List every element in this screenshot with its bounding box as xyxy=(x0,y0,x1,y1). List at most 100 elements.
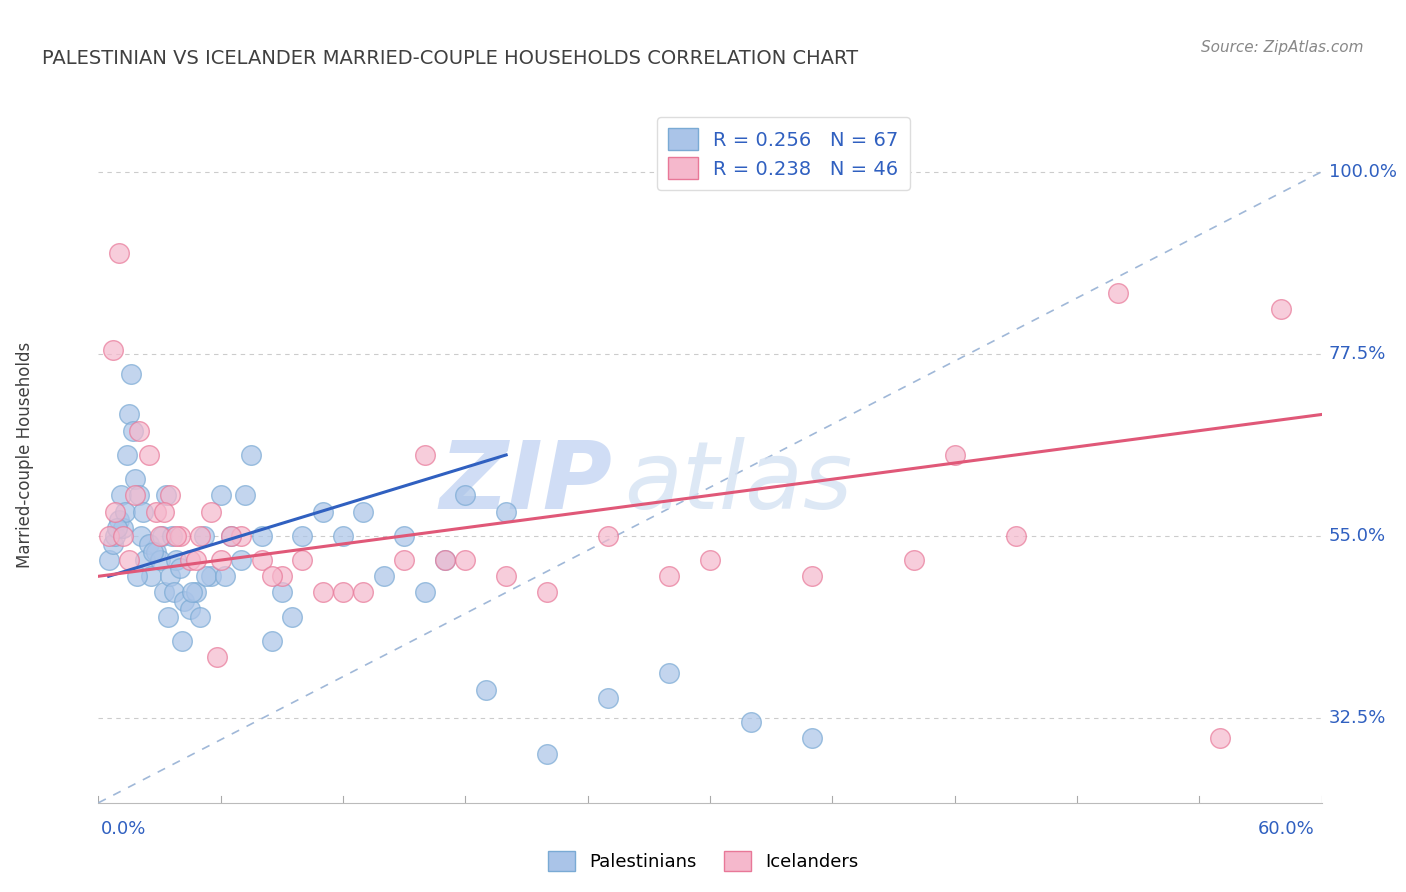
Point xyxy=(127,569,149,583)
Point xyxy=(260,569,283,583)
Point xyxy=(200,569,222,583)
Point xyxy=(179,601,201,615)
Text: ZIP: ZIP xyxy=(439,437,612,529)
Point xyxy=(118,553,141,567)
Point xyxy=(114,504,136,518)
Point xyxy=(111,529,134,543)
Point xyxy=(352,585,374,599)
Point xyxy=(179,553,201,567)
Point xyxy=(111,521,134,535)
Text: atlas: atlas xyxy=(624,437,852,528)
Point xyxy=(214,569,236,583)
Point xyxy=(1208,731,1232,745)
Point xyxy=(160,529,183,543)
Text: Married-couple Households: Married-couple Households xyxy=(17,342,34,568)
Point xyxy=(110,488,132,502)
Point xyxy=(801,569,824,583)
Point xyxy=(270,569,294,583)
Point xyxy=(200,504,222,518)
Point xyxy=(188,529,212,543)
Point xyxy=(152,504,174,518)
Point xyxy=(105,521,128,535)
Point xyxy=(312,585,335,599)
Text: 60.0%: 60.0% xyxy=(1258,820,1315,838)
Point xyxy=(231,553,253,567)
Legend: Palestinians, Icelanders: Palestinians, Icelanders xyxy=(540,844,866,879)
Point xyxy=(219,529,242,543)
Point xyxy=(596,690,619,705)
Point xyxy=(163,585,186,599)
Point xyxy=(150,529,173,543)
Point xyxy=(129,529,152,543)
Point xyxy=(250,529,273,543)
Point xyxy=(124,488,146,502)
Point xyxy=(474,682,498,697)
Text: 77.5%: 77.5% xyxy=(1329,345,1386,363)
Point xyxy=(1270,302,1292,317)
Point xyxy=(101,343,124,357)
Point xyxy=(658,569,681,583)
Point xyxy=(104,504,127,518)
Point xyxy=(413,585,436,599)
Point xyxy=(454,488,477,502)
Point xyxy=(118,408,141,422)
Point xyxy=(115,448,138,462)
Point xyxy=(373,569,395,583)
Point xyxy=(165,553,187,567)
Point xyxy=(801,731,824,745)
Text: 55.0%: 55.0% xyxy=(1329,527,1386,545)
Point xyxy=(240,448,263,462)
Point xyxy=(120,367,142,381)
Point xyxy=(159,569,181,583)
Legend: R = 0.256   N = 67, R = 0.238   N = 46: R = 0.256 N = 67, R = 0.238 N = 46 xyxy=(657,117,910,190)
Point xyxy=(1004,529,1026,543)
Text: 32.5%: 32.5% xyxy=(1329,709,1386,727)
Point xyxy=(142,545,165,559)
Point xyxy=(658,666,681,681)
Point xyxy=(536,585,558,599)
Point xyxy=(128,488,150,502)
Point xyxy=(233,488,256,502)
Point xyxy=(392,553,416,567)
Point xyxy=(159,488,181,502)
Point xyxy=(124,472,146,486)
Point xyxy=(1107,286,1129,301)
Point xyxy=(495,569,517,583)
Point xyxy=(134,553,156,567)
Point xyxy=(122,424,145,438)
Point xyxy=(943,448,966,462)
Point xyxy=(260,634,283,648)
Point xyxy=(152,585,174,599)
Point xyxy=(181,585,204,599)
Point xyxy=(454,553,477,567)
Point xyxy=(186,585,208,599)
Point xyxy=(209,488,232,502)
Point xyxy=(536,747,558,762)
Point xyxy=(596,529,619,543)
Point xyxy=(903,553,925,567)
Point xyxy=(170,634,193,648)
Point xyxy=(169,529,191,543)
Point xyxy=(165,529,187,543)
Point xyxy=(291,529,314,543)
Point xyxy=(169,561,191,575)
Point xyxy=(231,529,253,543)
Point xyxy=(149,553,172,567)
Point xyxy=(332,585,354,599)
Point xyxy=(156,609,179,624)
Point xyxy=(173,593,195,607)
Point xyxy=(699,553,721,567)
Point xyxy=(219,529,242,543)
Point xyxy=(128,424,150,438)
Text: 100.0%: 100.0% xyxy=(1329,162,1396,181)
Point xyxy=(281,609,304,624)
Point xyxy=(332,529,354,543)
Point xyxy=(108,513,131,527)
Point xyxy=(205,650,228,665)
Point xyxy=(270,585,294,599)
Point xyxy=(97,553,120,567)
Point xyxy=(312,504,335,518)
Text: Source: ZipAtlas.com: Source: ZipAtlas.com xyxy=(1201,40,1364,55)
Point xyxy=(104,529,127,543)
Point xyxy=(145,545,167,559)
